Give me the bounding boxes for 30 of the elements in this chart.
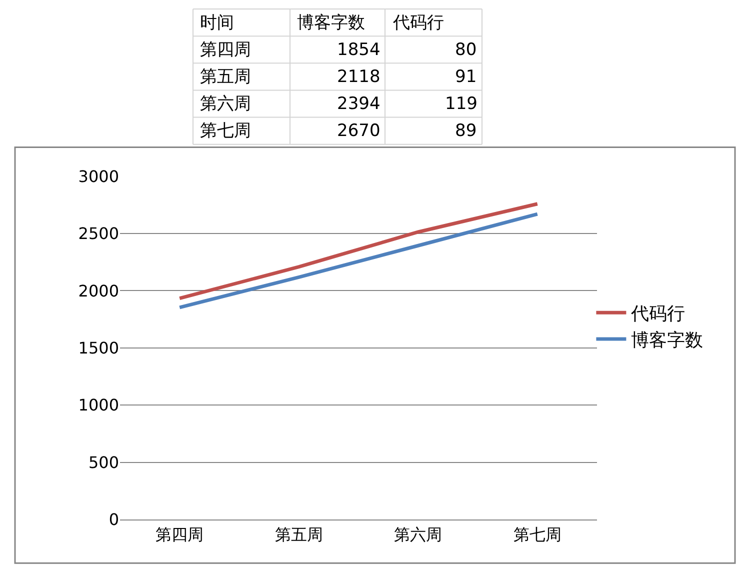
y-tick-label: 0 bbox=[108, 510, 119, 530]
text: 代码行 bbox=[392, 13, 444, 33]
data-label: 2670 bbox=[337, 121, 380, 141]
y-tick-label: 2500 bbox=[78, 224, 119, 244]
line-series bbox=[178, 212, 540, 310]
data-label: 119 bbox=[445, 94, 478, 114]
data-label: 2394 bbox=[337, 94, 380, 114]
data-label: 89 bbox=[455, 121, 477, 141]
y-tick-label: 500 bbox=[88, 452, 119, 472]
x-tick-label: 第四周 bbox=[156, 524, 204, 544]
y-tick-label: 1000 bbox=[78, 396, 119, 415]
text: 博客字数 bbox=[297, 13, 365, 33]
line-series bbox=[178, 202, 540, 300]
y-tick-label: 1500 bbox=[78, 338, 119, 358]
x-tick-label: 第七周 bbox=[513, 524, 562, 544]
data-label: 91 bbox=[455, 67, 477, 87]
category-label: 第五周 bbox=[200, 67, 251, 87]
x-tick-label: 第六周 bbox=[394, 524, 442, 544]
data-label: 80 bbox=[455, 40, 477, 60]
legend-label: 博客字数 bbox=[631, 330, 704, 352]
x-tick-label: 第五周 bbox=[274, 524, 323, 544]
y-tick-label: 3000 bbox=[78, 166, 119, 186]
data-label: 1854 bbox=[337, 40, 380, 60]
category-label: 第四周 bbox=[200, 40, 251, 60]
y-tick-label: 2000 bbox=[78, 281, 119, 300]
legend-label: 代码行 bbox=[630, 304, 686, 325]
text: 时间 bbox=[200, 13, 234, 33]
category-label: 第七周 bbox=[200, 121, 251, 141]
category-label: 第六周 bbox=[200, 94, 251, 114]
data-label: 2118 bbox=[337, 67, 380, 87]
